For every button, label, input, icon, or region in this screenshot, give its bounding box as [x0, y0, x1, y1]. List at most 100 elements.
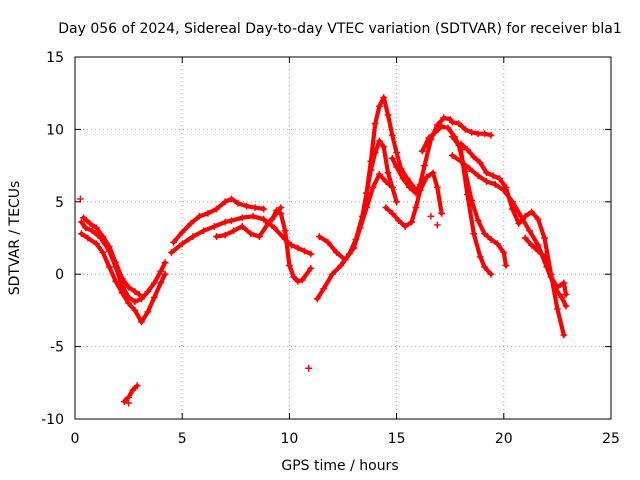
data-point [228, 217, 235, 225]
data-point [189, 233, 197, 240]
y-tick-label: 5 [55, 195, 64, 211]
data-point [474, 172, 482, 180]
data-point [448, 118, 456, 126]
y-tick-label: 10 [46, 122, 64, 138]
data-point [376, 170, 383, 178]
data-point [260, 215, 268, 223]
data-point [264, 220, 272, 227]
data-point [204, 209, 212, 217]
data-point [363, 189, 370, 197]
data-point [560, 331, 568, 339]
data-point [562, 291, 570, 298]
data-point [470, 153, 478, 161]
data-point [470, 230, 478, 238]
data-point [438, 209, 446, 217]
data-point [448, 133, 456, 141]
data-point [138, 295, 145, 303]
data-point [150, 293, 158, 301]
chart-title: Day 056 of 2024, Sidereal Day-to-day VTE… [58, 21, 621, 37]
data-point [350, 244, 358, 252]
data-point [255, 233, 263, 240]
data-point [384, 111, 392, 119]
data-point [534, 247, 542, 255]
data-point [243, 202, 250, 210]
data-point [288, 241, 295, 249]
data-point [528, 208, 536, 216]
data-point [238, 223, 246, 230]
data-point [433, 121, 441, 129]
data-point [125, 399, 132, 407]
data-point [367, 157, 375, 165]
data-point [120, 398, 128, 406]
data-point [112, 259, 120, 267]
data-point [298, 276, 306, 284]
data-point [384, 169, 392, 177]
data-point [170, 238, 178, 246]
data-point [178, 240, 186, 248]
data-point [433, 221, 441, 229]
data-point [380, 94, 388, 101]
data-point [380, 143, 388, 151]
series-arc-3 [80, 214, 143, 298]
data-point [307, 250, 315, 258]
data-point [487, 270, 495, 278]
data-point [416, 181, 424, 188]
data-point [466, 165, 473, 172]
data-point [76, 195, 84, 203]
data-point [388, 209, 396, 217]
data-point [401, 223, 409, 230]
series-arc-4 [120, 382, 141, 406]
isolated-points [76, 195, 441, 407]
series-trace [79, 220, 168, 304]
data-point [281, 227, 289, 235]
data-point [502, 262, 510, 269]
data-point [320, 285, 328, 293]
x-tick-labels: 0 5 10 15 20 25 [71, 431, 620, 447]
data-point [461, 126, 469, 133]
series-arc-1 [78, 218, 169, 306]
x-axis-label: GPS time / hours [281, 458, 398, 474]
data-point [118, 289, 126, 297]
data-point [80, 214, 87, 222]
data-point [78, 218, 85, 226]
data-point [138, 318, 145, 326]
data-point [408, 218, 416, 226]
data-point [393, 149, 400, 156]
data-point [489, 172, 497, 180]
data-point [118, 275, 126, 282]
x-tick-label: 20 [495, 431, 513, 447]
data-point [457, 157, 465, 165]
series-trace [169, 214, 313, 256]
series-arc-6 [170, 195, 268, 246]
axis-ticks [74, 56, 612, 420]
data-point [150, 279, 158, 287]
y-tick-label: 0 [55, 267, 64, 283]
y-tick-label: 15 [46, 50, 64, 66]
data-point [412, 189, 420, 197]
data-point [99, 233, 107, 240]
data-point [99, 249, 107, 256]
series-arc-2 [78, 230, 169, 326]
x-tick-label: 5 [178, 431, 187, 447]
data-point [438, 123, 446, 130]
data-point [481, 130, 488, 138]
data-point [270, 224, 278, 232]
data-point [234, 199, 242, 207]
series-arc-18 [457, 140, 568, 339]
plot-area [76, 94, 570, 407]
data-point [84, 234, 92, 242]
data-point [131, 288, 139, 295]
series-arc-14 [388, 114, 454, 197]
data-point [301, 247, 308, 255]
data-point [448, 152, 456, 159]
data-point [228, 195, 235, 203]
data-point [483, 169, 491, 177]
data-point [260, 205, 268, 213]
data-point [500, 249, 508, 256]
data-point [221, 231, 229, 239]
data-point [455, 120, 463, 128]
series-trace [523, 235, 569, 297]
data-point [418, 147, 426, 155]
data-point [461, 167, 469, 175]
data-point [131, 298, 139, 306]
